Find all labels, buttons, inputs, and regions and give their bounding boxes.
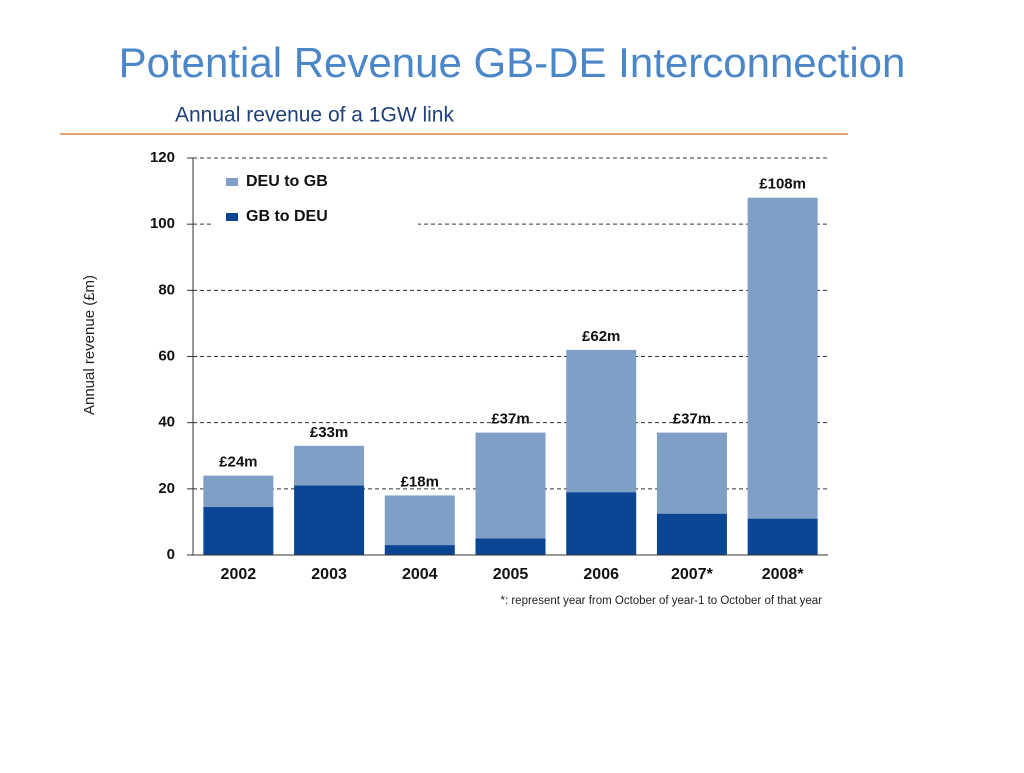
chart-title: Annual revenue of a 1GW link bbox=[175, 104, 454, 127]
footnote: *: represent year from October of year-1… bbox=[500, 595, 822, 607]
y-tick-label: 40 bbox=[158, 414, 175, 431]
bar-segment bbox=[384, 495, 455, 546]
bar-segment bbox=[294, 485, 365, 555]
bar-segment bbox=[747, 518, 818, 555]
y-tick-label: 20 bbox=[158, 480, 175, 497]
total-label: £33m bbox=[310, 424, 348, 441]
bar-segment bbox=[656, 432, 727, 514]
x-tick-label: 2008* bbox=[762, 566, 805, 583]
legend-swatch bbox=[226, 213, 238, 221]
bar-segment bbox=[566, 349, 637, 493]
x-tick-label: 2005 bbox=[493, 566, 529, 583]
total-label: £108m bbox=[759, 176, 806, 193]
x-tick-label: 2004 bbox=[402, 566, 438, 583]
x-tick-label: 2002 bbox=[221, 566, 257, 583]
legend-swatch bbox=[226, 178, 238, 186]
bar-segment bbox=[747, 197, 818, 519]
bar-segment bbox=[384, 545, 455, 555]
bar-segment bbox=[475, 538, 546, 555]
x-tick-label: 2007* bbox=[671, 566, 714, 583]
bar-segment bbox=[475, 432, 546, 539]
legend-label: DEU to GB bbox=[246, 173, 328, 190]
bar-segment bbox=[656, 513, 727, 555]
bar-segment bbox=[203, 507, 274, 555]
x-tick-label: 2006 bbox=[583, 566, 619, 583]
total-label: £18m bbox=[401, 473, 439, 490]
legend-label: GB to DEU bbox=[246, 208, 328, 225]
bar-segment bbox=[203, 475, 274, 508]
bar-segment bbox=[294, 445, 365, 486]
x-tick-label: 2003 bbox=[311, 566, 347, 583]
legend-box bbox=[213, 166, 418, 238]
y-tick-label: 100 bbox=[150, 215, 175, 232]
y-axis-label: Annual revenue (£m) bbox=[81, 275, 98, 415]
total-label: £24m bbox=[219, 454, 257, 471]
slide-title: Potential Revenue GB-DE Interconnection bbox=[119, 39, 906, 86]
total-label: £37m bbox=[673, 411, 711, 428]
y-tick-label: 0 bbox=[167, 546, 175, 563]
y-tick-label: 80 bbox=[158, 281, 175, 298]
y-tick-label: 60 bbox=[158, 347, 175, 364]
total-label: £62m bbox=[582, 328, 620, 345]
total-label: £37m bbox=[491, 411, 529, 428]
bar-segment bbox=[566, 492, 637, 555]
y-tick-label: 120 bbox=[150, 149, 175, 166]
